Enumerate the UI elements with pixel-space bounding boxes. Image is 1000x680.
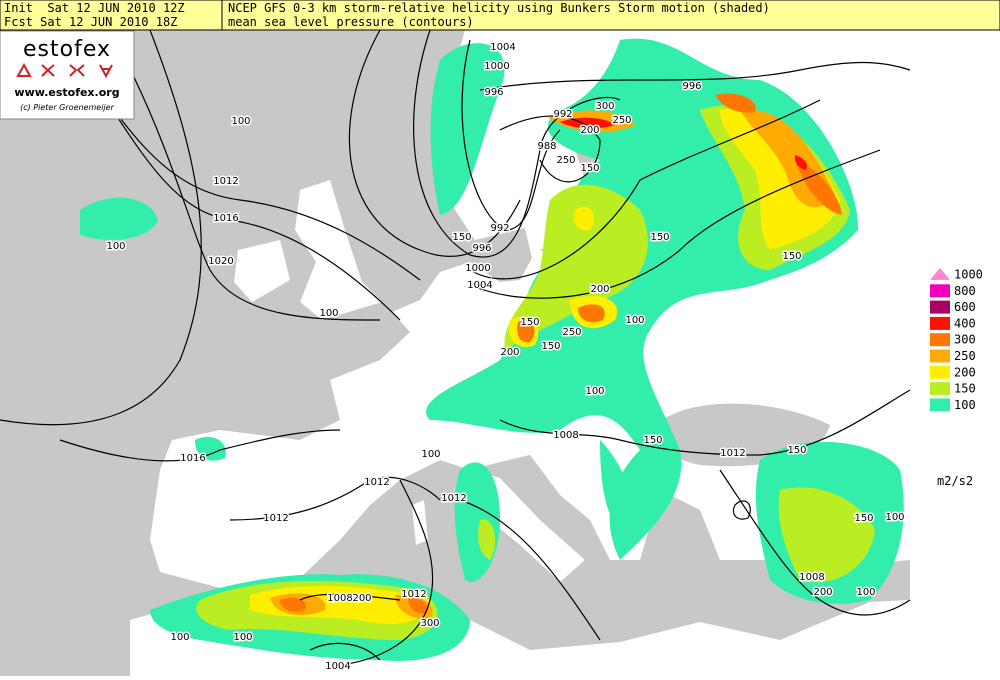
contour-label: 992 <box>553 109 572 120</box>
helicity-label: 300 <box>420 618 439 629</box>
legend: 1000 800 600 400 300 250 200 150 100 <box>930 268 983 412</box>
helicity-label: 200 <box>500 347 519 358</box>
legend-swatch <box>930 349 950 363</box>
labels: 1004 1000 996 992 988 992 996 1000 1004 1012 1016 1… <box>105 41 906 674</box>
helicity-label: 150 <box>782 251 801 262</box>
helicity-label: 250 <box>556 155 575 166</box>
contour-label: 1012 <box>263 513 288 524</box>
helicity-label: 200 <box>590 284 609 295</box>
header-bar <box>0 0 1000 31</box>
contour-label: 1012 <box>364 477 389 488</box>
legend-swatch <box>930 268 950 280</box>
logo-name: estofex <box>23 37 111 62</box>
contour-label: 1012 <box>401 589 426 600</box>
contour-label: 1004 <box>325 661 350 672</box>
helicity-label: 200 <box>580 125 599 136</box>
helicity-label: 150 <box>452 232 471 243</box>
helicity-label: 150 <box>854 513 873 524</box>
logo-credit: (c) Pieter Groenemeijer <box>20 103 114 112</box>
helicity-label: 100 <box>233 632 252 643</box>
contour-label: 1012 <box>441 493 466 504</box>
helicity-label: 100 <box>625 315 644 326</box>
helicity-label: 200 <box>352 593 371 604</box>
legend-label: 200 <box>954 365 976 379</box>
helicity-label: 200 <box>813 587 832 598</box>
helicity-label: 100 <box>421 449 440 460</box>
legend-swatch <box>930 398 950 412</box>
contour-label: 1008 <box>327 593 352 604</box>
helicity-label: 150 <box>787 445 806 456</box>
contour-label: 1004 <box>490 42 515 53</box>
legend-label: 800 <box>954 284 976 298</box>
helicity-label: 100 <box>170 632 189 643</box>
logo-symbols <box>16 62 113 79</box>
contour-label: 1016 <box>180 453 205 464</box>
legend-label: 100 <box>954 398 976 412</box>
legend-swatch <box>930 284 950 298</box>
legend-label: 150 <box>954 382 976 396</box>
helicity-label: 100 <box>319 308 338 319</box>
forecast-time: Fcst Sat 12 JUN 2010 18Z <box>4 15 177 29</box>
helicity-label: 100 <box>885 512 904 523</box>
contour-label: 1000 <box>484 61 509 72</box>
legend-swatch <box>930 300 950 314</box>
helicity-label: 150 <box>580 163 599 174</box>
helicity-label: 100 <box>585 386 604 397</box>
contour-label: 992 <box>490 223 509 234</box>
map-title: NCEP GFS 0-3 km storm-relative helicity … <box>228 1 770 15</box>
contour-label: 1012 <box>213 176 238 187</box>
logo-url: www.estofex.org <box>14 86 119 99</box>
init-time: Init Sat 12 JUN 2010 12Z <box>4 1 185 15</box>
legend-label: 300 <box>954 333 976 347</box>
helicity-label: 250 <box>612 115 631 126</box>
legend-swatch <box>930 316 950 330</box>
legend-swatch <box>930 365 950 379</box>
contour-label: 1000 <box>465 263 490 274</box>
map-subtitle: mean sea level pressure (contours) <box>228 15 474 29</box>
contour-label: 996 <box>484 87 503 98</box>
helicity-label: 100 <box>106 241 125 252</box>
legend-swatch <box>930 333 950 347</box>
helicity-label: 300 <box>595 101 614 112</box>
helicity-label: 150 <box>643 435 662 446</box>
helicity-label: 150 <box>541 341 560 352</box>
contour-label: 1008 <box>799 572 824 583</box>
helicity-label: 100 <box>231 116 250 127</box>
contour-label: 1008 <box>553 430 578 441</box>
contour-label: 1020 <box>208 256 233 267</box>
contour-label: 996 <box>682 81 701 92</box>
legend-label: 1000 <box>954 268 983 282</box>
pressure-contours <box>0 29 911 666</box>
contour-label: 996 <box>472 243 491 254</box>
helicity-label: 250 <box>562 327 581 338</box>
contour-label: 1004 <box>467 280 492 291</box>
legend-label: 250 <box>954 349 976 363</box>
contour-label: 1016 <box>213 213 238 224</box>
legend-label: 600 <box>954 300 976 314</box>
legend-swatch <box>930 382 950 396</box>
contour-label: 1012 <box>720 448 745 459</box>
contour-label: 988 <box>537 141 556 152</box>
legend-unit: m2/s2 <box>937 474 973 488</box>
helicity-label: 150 <box>650 232 669 243</box>
legend-label: 400 <box>954 316 976 330</box>
helicity-label: 100 <box>856 587 875 598</box>
helicity-label: 150 <box>520 317 539 328</box>
helicity-shading <box>80 38 904 661</box>
